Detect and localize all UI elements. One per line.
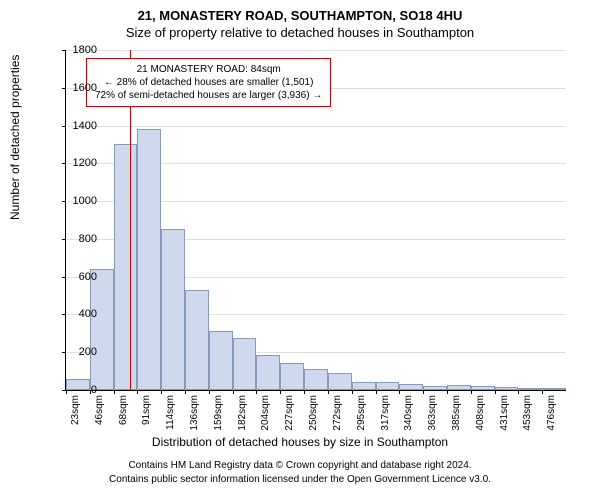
xtick-mark bbox=[280, 390, 281, 394]
xtick-label: 68sqm bbox=[118, 395, 129, 435]
ytick-mark bbox=[62, 239, 66, 240]
xtick-label: 272sqm bbox=[332, 395, 343, 435]
ytick-mark bbox=[62, 126, 66, 127]
xtick-label: 385sqm bbox=[451, 395, 462, 435]
ytick-mark bbox=[62, 50, 66, 51]
xtick-mark bbox=[423, 390, 424, 394]
histogram-bar bbox=[256, 355, 280, 390]
ytick-label: 1000 bbox=[73, 195, 97, 207]
histogram-bar bbox=[495, 387, 519, 390]
xtick-label: 476sqm bbox=[546, 395, 557, 435]
xtick-mark bbox=[542, 390, 543, 394]
xtick-label: 317sqm bbox=[380, 395, 391, 435]
gridline bbox=[66, 126, 566, 127]
xtick-mark bbox=[471, 390, 472, 394]
ytick-mark bbox=[62, 314, 66, 315]
xtick-mark bbox=[328, 390, 329, 394]
page-subtitle: Size of property relative to detached ho… bbox=[0, 23, 600, 40]
xtick-label: 91sqm bbox=[141, 395, 152, 435]
xtick-label: 408sqm bbox=[475, 395, 486, 435]
ytick-mark bbox=[62, 163, 66, 164]
xtick-mark bbox=[233, 390, 234, 394]
ytick-label: 600 bbox=[79, 271, 97, 283]
annotation-box: 21 MONASTERY ROAD: 84sqm← 28% of detache… bbox=[86, 58, 331, 107]
histogram-bar bbox=[328, 373, 352, 390]
ytick-label: 800 bbox=[79, 233, 97, 245]
histogram-bar bbox=[209, 331, 233, 390]
xtick-mark bbox=[185, 390, 186, 394]
footer-licence: Contains public sector information licen… bbox=[0, 474, 600, 485]
ytick-label: 1200 bbox=[73, 157, 97, 169]
ytick-label: 1400 bbox=[73, 120, 97, 132]
page-title: 21, MONASTERY ROAD, SOUTHAMPTON, SO18 4H… bbox=[0, 0, 600, 23]
ytick-mark bbox=[62, 88, 66, 89]
xtick-label: 46sqm bbox=[94, 395, 105, 435]
xtick-label: 23sqm bbox=[70, 395, 81, 435]
xtick-mark bbox=[376, 390, 377, 394]
xtick-mark bbox=[256, 390, 257, 394]
annotation-line: 21 MONASTERY ROAD: 84sqm bbox=[95, 63, 322, 76]
plot-area: 23sqm46sqm68sqm91sqm114sqm136sqm159sqm18… bbox=[65, 50, 566, 391]
ytick-label: 200 bbox=[79, 346, 97, 358]
histogram-bar bbox=[90, 269, 114, 390]
xtick-mark bbox=[137, 390, 138, 394]
gridline bbox=[66, 50, 566, 51]
xtick-label: 114sqm bbox=[165, 395, 176, 435]
histogram-bar bbox=[137, 129, 161, 390]
histogram-bar bbox=[471, 386, 495, 390]
xtick-label: 204sqm bbox=[260, 395, 271, 435]
footer-copyright: Contains HM Land Registry data © Crown c… bbox=[0, 460, 600, 471]
x-axis-label: Distribution of detached houses by size … bbox=[0, 435, 600, 449]
y-axis-label: Number of detached properties bbox=[8, 55, 22, 220]
ytick-label: 1800 bbox=[73, 44, 97, 56]
xtick-mark bbox=[518, 390, 519, 394]
histogram-bar bbox=[66, 379, 90, 390]
histogram-bar bbox=[304, 369, 328, 390]
histogram-bar bbox=[376, 382, 400, 390]
xtick-label: 363sqm bbox=[427, 395, 438, 435]
annotation-line: ← 28% of detached houses are smaller (1,… bbox=[95, 76, 322, 89]
xtick-label: 453sqm bbox=[522, 395, 533, 435]
ytick-label: 400 bbox=[79, 308, 97, 320]
xtick-label: 295sqm bbox=[356, 395, 367, 435]
xtick-mark bbox=[352, 390, 353, 394]
xtick-mark bbox=[209, 390, 210, 394]
xtick-mark bbox=[114, 390, 115, 394]
ytick-mark bbox=[62, 352, 66, 353]
histogram-bar bbox=[161, 229, 185, 390]
xtick-label: 250sqm bbox=[308, 395, 319, 435]
histogram-bar bbox=[518, 388, 542, 390]
xtick-label: 431sqm bbox=[499, 395, 510, 435]
chart-container: 21, MONASTERY ROAD, SOUTHAMPTON, SO18 4H… bbox=[0, 0, 600, 500]
histogram-bar bbox=[423, 386, 447, 390]
xtick-label: 136sqm bbox=[189, 395, 200, 435]
xtick-label: 227sqm bbox=[284, 395, 295, 435]
histogram-bar bbox=[280, 363, 304, 390]
xtick-mark bbox=[304, 390, 305, 394]
xtick-mark bbox=[66, 390, 67, 394]
histogram-bar bbox=[542, 388, 566, 390]
annotation-line: 72% of semi-detached houses are larger (… bbox=[95, 89, 322, 102]
xtick-mark bbox=[495, 390, 496, 394]
histogram-bar bbox=[114, 144, 138, 391]
ytick-mark bbox=[62, 201, 66, 202]
histogram-bar bbox=[233, 338, 257, 390]
ytick-mark bbox=[62, 277, 66, 278]
ytick-label: 0 bbox=[91, 384, 97, 396]
histogram-bar bbox=[352, 382, 376, 391]
xtick-mark bbox=[447, 390, 448, 394]
xtick-label: 340sqm bbox=[403, 395, 414, 435]
histogram-bar bbox=[399, 384, 423, 390]
ytick-label: 1600 bbox=[73, 82, 97, 94]
xtick-mark bbox=[399, 390, 400, 394]
xtick-label: 182sqm bbox=[237, 395, 248, 435]
xtick-mark bbox=[161, 390, 162, 394]
histogram-bar bbox=[447, 385, 471, 390]
histogram-bar bbox=[185, 290, 209, 390]
xtick-label: 159sqm bbox=[213, 395, 224, 435]
